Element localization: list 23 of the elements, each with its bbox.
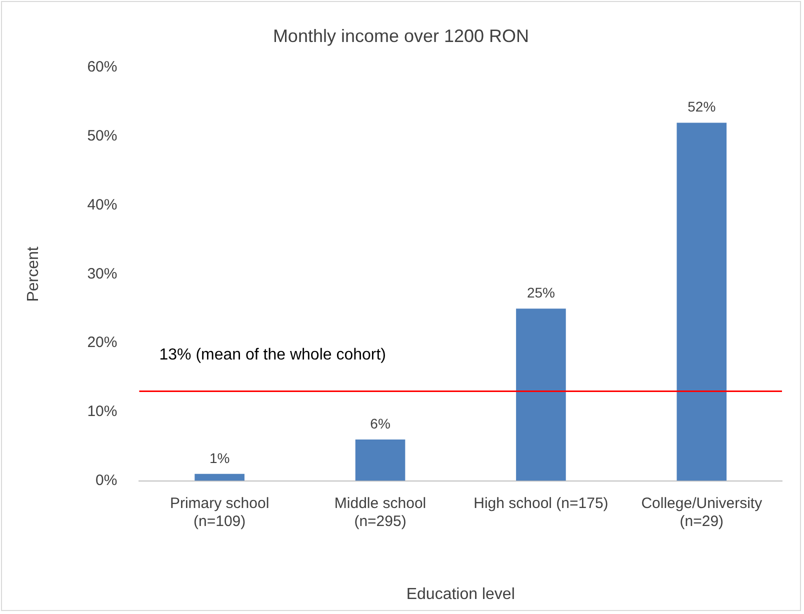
- bar: [516, 308, 566, 481]
- y-tick-label: 10%: [87, 403, 118, 420]
- bar: [355, 439, 406, 481]
- ref-line-label: 13% (mean of the whole cohort): [159, 346, 386, 364]
- x-axis-title: Education level: [406, 586, 515, 603]
- x-tick-label: High school (n=175): [474, 494, 608, 512]
- data-label: 25%: [526, 284, 555, 300]
- y-tick-label: 20%: [87, 334, 118, 352]
- data-label: 52%: [688, 98, 716, 115]
- y-tick-label: 50%: [87, 128, 118, 145]
- bar: [194, 474, 244, 481]
- y-tick-label: 0%: [96, 472, 118, 489]
- data-label: 6%: [370, 415, 390, 432]
- y-tick-label: 30%: [87, 265, 118, 282]
- x-tick-label: Middle school (n=295): [334, 494, 426, 530]
- y-tick-label: 60%: [87, 58, 118, 76]
- x-tick-label: Primary school (n=109): [170, 494, 270, 530]
- x-tick-label: College/University (n=29): [641, 494, 763, 530]
- y-tick-label: 40%: [87, 196, 118, 214]
- data-label: 1%: [209, 450, 230, 466]
- y-axis-title: Percent: [25, 246, 42, 302]
- chart-title: Monthly income over 1200 RON: [272, 26, 530, 46]
- bar: [676, 122, 727, 481]
